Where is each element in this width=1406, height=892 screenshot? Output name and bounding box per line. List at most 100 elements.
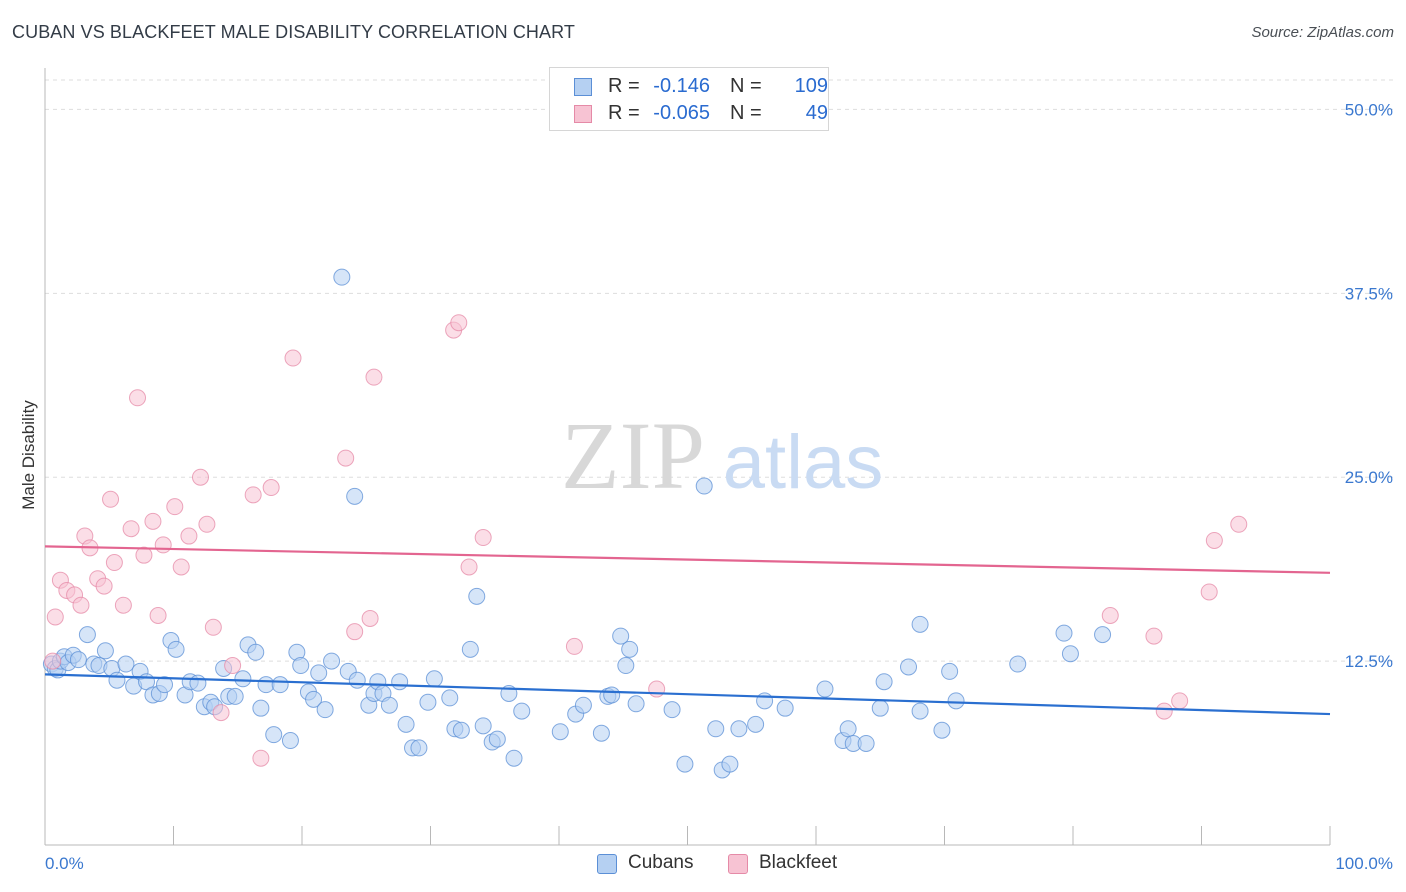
cuban-point xyxy=(695,477,713,495)
blackfeet-point xyxy=(224,657,242,675)
blackfeet-point xyxy=(172,558,190,576)
y-tick-label: 37.5% xyxy=(1345,284,1393,303)
blackfeet-point xyxy=(1155,702,1173,720)
blackfeet-point xyxy=(1171,692,1189,710)
cuban-point xyxy=(78,626,96,644)
watermark-zip: ZIP xyxy=(561,402,705,509)
blackfeet-point xyxy=(166,498,184,516)
cuban-point xyxy=(756,692,774,710)
cuban-point xyxy=(900,658,918,676)
legend-r-label: R = xyxy=(608,75,640,97)
legend-n-label: N = xyxy=(730,75,762,97)
cuban-point xyxy=(380,696,398,714)
blackfeet-point xyxy=(129,389,147,407)
blackfeet-point xyxy=(346,623,364,641)
cuban-point xyxy=(551,723,569,741)
cuban-point xyxy=(839,720,857,738)
blackfeet-trend-line xyxy=(44,545,1331,574)
cubans-legend-swatch xyxy=(597,854,617,874)
legend-n-value: 109 xyxy=(794,75,828,97)
axes xyxy=(44,68,1331,846)
cuban-point xyxy=(461,640,479,658)
cuban-point xyxy=(310,664,328,682)
blackfeet-point xyxy=(72,596,90,614)
cuban-point xyxy=(592,724,610,742)
cuban-point xyxy=(117,655,135,673)
cuban-point xyxy=(816,680,834,698)
cuban-point xyxy=(730,720,748,738)
cuban-point xyxy=(452,721,470,739)
cuban-point xyxy=(346,487,364,505)
data-points xyxy=(42,268,1248,779)
blackfeet-point xyxy=(284,349,302,367)
y-tick-label: 25.0% xyxy=(1345,468,1393,487)
blackfeet-point xyxy=(102,490,120,508)
blackfeet-point xyxy=(1205,531,1223,549)
blackfeet-point xyxy=(365,368,383,386)
blackfeet-point xyxy=(244,486,262,504)
series-legend: Cubans Blackfeet xyxy=(0,852,1406,878)
legend-blackfeet-label: Blackfeet xyxy=(759,852,838,873)
cuban-point xyxy=(348,671,366,689)
blackfeet-point xyxy=(648,680,666,698)
blackfeet-point xyxy=(460,558,478,576)
legend-r-value: -0.146 xyxy=(653,75,710,97)
blackfeet-point xyxy=(114,596,132,614)
cuban-point xyxy=(108,671,126,689)
cuban-point xyxy=(69,651,87,669)
cuban-point xyxy=(871,699,889,717)
y-axis-label: Male Disability xyxy=(19,400,38,510)
cuban-point xyxy=(271,676,289,694)
cuban-point xyxy=(676,755,694,773)
cuban-point xyxy=(292,657,310,675)
cuban-point xyxy=(663,701,681,719)
blackfeet-point xyxy=(180,527,198,545)
cuban-point xyxy=(257,676,275,694)
cubans-swatch xyxy=(574,78,592,96)
blackfeet-point xyxy=(105,554,123,572)
cuban-point xyxy=(721,755,739,773)
cuban-point xyxy=(305,690,323,708)
cuban-point xyxy=(505,749,523,767)
cuban-point xyxy=(281,732,299,750)
cuban-point xyxy=(441,689,459,707)
blackfeet-point xyxy=(198,515,216,533)
x-tick-label: 100.0% xyxy=(1335,854,1393,873)
blackfeet-point xyxy=(191,468,209,486)
cuban-point xyxy=(612,627,630,645)
cuban-point xyxy=(947,692,965,710)
cuban-point xyxy=(617,657,635,675)
legend-r-label: R = xyxy=(608,102,640,124)
cuban-point xyxy=(1094,626,1112,644)
cuban-point xyxy=(933,721,951,739)
blackfeet-point xyxy=(154,536,172,554)
cubans-trend-line xyxy=(44,673,1331,716)
cuban-point xyxy=(574,696,592,714)
cuban-point xyxy=(316,701,334,719)
cuban-point xyxy=(226,687,244,705)
cuban-point xyxy=(167,640,185,658)
cuban-point xyxy=(627,695,645,713)
blackfeet-point xyxy=(1230,515,1248,533)
blackfeet-point xyxy=(361,609,379,627)
blackfeet-point xyxy=(122,520,140,538)
source-label: Source: ZipAtlas.com xyxy=(1251,24,1394,41)
blackfeet-point xyxy=(135,546,153,564)
cuban-point xyxy=(747,715,765,733)
cuban-point xyxy=(397,715,415,733)
cuban-point xyxy=(410,739,428,757)
cuban-point xyxy=(474,717,492,735)
cuban-point xyxy=(323,652,341,670)
cuban-point xyxy=(234,670,252,688)
blackfeet-point xyxy=(149,607,167,624)
watermark: ZIP atlas xyxy=(561,402,883,509)
watermark-atlas: atlas xyxy=(723,420,884,505)
blackfeet-point xyxy=(95,577,113,595)
blackfeet-point xyxy=(144,512,162,530)
blackfeet-point xyxy=(44,652,62,670)
cuban-point xyxy=(603,686,621,704)
blackfeet-point xyxy=(212,704,230,722)
blackfeet-point xyxy=(565,637,583,655)
blackfeet-point xyxy=(262,479,280,497)
blackfeet-point xyxy=(474,529,492,547)
